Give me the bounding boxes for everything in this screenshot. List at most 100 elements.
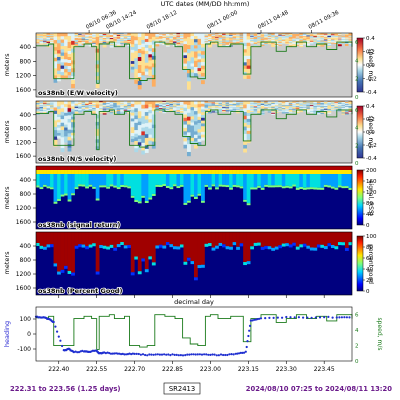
velocity-cell <box>267 103 272 105</box>
velocity-cell <box>113 112 118 115</box>
velocity-cell <box>95 146 100 151</box>
velocity-cell <box>151 74 156 80</box>
velocity-cell <box>334 38 339 40</box>
velocity-cell <box>99 36 104 38</box>
velocity-cell <box>239 38 244 40</box>
velocity-cell <box>190 125 195 129</box>
velocity-cell <box>85 38 89 40</box>
velocity-cell <box>116 109 121 111</box>
velocity-cell <box>137 61 142 66</box>
velocity-cell <box>127 108 132 110</box>
heading-point <box>125 353 128 356</box>
velocity-cell <box>67 71 72 76</box>
percent-good-cell <box>267 246 272 250</box>
velocity-cell <box>229 40 233 42</box>
velocity-cell <box>299 40 304 43</box>
percent-good-cell <box>299 244 304 248</box>
velocity-cell <box>151 121 156 125</box>
velocity-cell <box>106 104 111 106</box>
velocity-cell <box>165 39 170 41</box>
velocity-cell <box>295 107 300 109</box>
velocity-cell <box>232 107 237 109</box>
signal-cell <box>211 174 216 185</box>
percent-good-cell <box>267 232 272 247</box>
velocity-cell <box>292 35 297 37</box>
velocity-cell <box>274 109 279 111</box>
percent-good-cell <box>330 245 335 249</box>
velocity-cell <box>295 102 300 104</box>
velocity-cell <box>78 40 82 42</box>
velocity-cell <box>43 37 47 39</box>
velocity-cell <box>211 102 216 104</box>
velocity-cell <box>85 35 89 37</box>
percent-good-cell <box>176 232 181 247</box>
panel-pg-label: os38nb (Percent Good) <box>38 287 122 295</box>
velocity-cell <box>309 38 314 40</box>
signal-cell <box>120 184 125 187</box>
velocity-cell <box>218 33 223 35</box>
velocity-cell <box>292 33 297 35</box>
velocity-cell <box>176 111 181 113</box>
velocity-cell <box>130 63 135 67</box>
signal-cell <box>39 187 44 190</box>
signal-cell <box>306 170 311 174</box>
signal-cell <box>323 166 328 170</box>
velocity-cell <box>267 42 272 44</box>
velocity-cell <box>243 108 247 113</box>
velocity-cell <box>130 103 135 108</box>
velocity-cell <box>246 65 251 70</box>
velocity-cell <box>155 39 160 41</box>
velocity-cell <box>204 40 209 42</box>
velocity-cell <box>306 102 311 104</box>
signal-cell <box>50 170 54 174</box>
velocity-cell <box>208 40 212 42</box>
velocity-cell <box>99 107 104 110</box>
velocity-cell <box>74 38 79 41</box>
heading-point <box>272 316 275 319</box>
signal-cell <box>330 166 335 170</box>
velocity-cell <box>102 36 107 38</box>
velocity-cell <box>81 104 86 106</box>
velocity-cell <box>99 37 104 39</box>
velocity-cell <box>288 42 293 44</box>
velocity-cell <box>344 101 349 104</box>
velocity-cell <box>281 35 286 37</box>
velocity-cell <box>158 37 163 39</box>
velocity-cell <box>316 110 321 112</box>
velocity-cell <box>186 112 191 117</box>
velocity-cell <box>39 40 44 42</box>
velocity-cell <box>194 114 198 119</box>
percent-good-cell <box>225 246 230 250</box>
velocity-cell <box>162 103 167 105</box>
velocity-cell <box>134 140 139 145</box>
velocity-cell <box>285 102 290 104</box>
velocity-cell <box>113 110 118 112</box>
velocity-cell <box>292 110 297 112</box>
percent-good-cell <box>102 232 107 246</box>
velocity-cell <box>218 105 223 107</box>
velocity-cell <box>81 36 86 38</box>
velocity-cell <box>81 38 86 40</box>
velocity-cell <box>236 40 240 42</box>
velocity-cell <box>155 33 160 36</box>
velocity-cell <box>253 108 258 111</box>
velocity-cell <box>88 40 93 42</box>
signal-cell <box>50 166 54 170</box>
velocity-cell <box>183 38 188 42</box>
velocity-cell <box>102 101 107 104</box>
velocity-cell <box>288 38 293 41</box>
velocity-cell <box>218 33 223 36</box>
velocity-cell <box>186 81 191 86</box>
velocity-cell <box>232 34 237 36</box>
velocity-cell <box>144 68 149 72</box>
velocity-cell <box>204 41 209 43</box>
signal-cell <box>299 186 304 189</box>
heading-point <box>268 316 271 319</box>
signal-cell <box>144 170 149 174</box>
velocity-cell <box>85 101 89 103</box>
signal-cell <box>337 185 342 188</box>
velocity-cell <box>137 57 142 62</box>
velocity-cell <box>334 39 339 41</box>
velocity-cell <box>190 60 195 64</box>
velocity-cell <box>169 108 174 110</box>
